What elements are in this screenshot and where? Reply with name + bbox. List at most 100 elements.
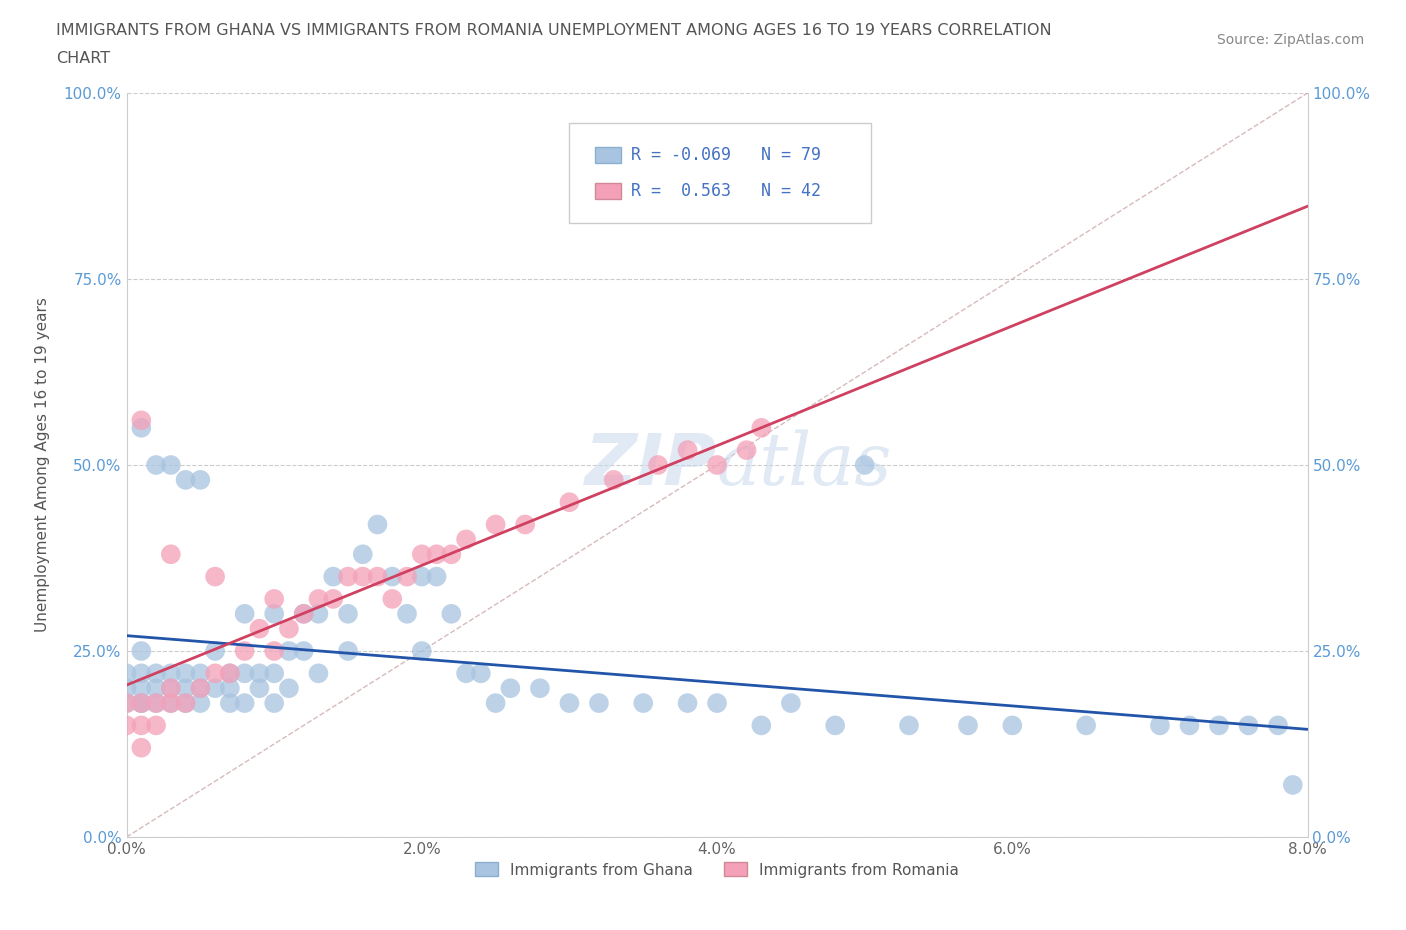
Point — [129, 696, 153, 711]
Point — [633, 696, 655, 711]
Point — [263, 666, 285, 681]
Point — [145, 666, 167, 681]
Point — [204, 569, 226, 584]
Point — [145, 458, 167, 472]
Point — [249, 666, 271, 681]
Point — [204, 666, 226, 681]
Point — [484, 517, 508, 532]
Point — [337, 644, 360, 658]
Point — [174, 472, 197, 487]
Point — [1237, 718, 1260, 733]
Point — [1076, 718, 1098, 733]
Point — [160, 696, 183, 711]
Point — [1149, 718, 1171, 733]
Point — [367, 517, 389, 532]
Point — [515, 517, 537, 532]
FancyBboxPatch shape — [595, 183, 621, 199]
Point — [174, 696, 197, 711]
Point — [676, 443, 699, 458]
Y-axis label: Unemployment Among Ages 16 to 19 years: Unemployment Among Ages 16 to 19 years — [35, 298, 49, 632]
Point — [322, 591, 344, 606]
Point — [160, 666, 183, 681]
Point — [160, 696, 183, 711]
Point — [307, 666, 329, 681]
Point — [558, 495, 581, 510]
Point — [129, 644, 153, 658]
Point — [676, 696, 699, 711]
Point — [322, 569, 344, 584]
Point — [115, 718, 138, 733]
Point — [129, 420, 153, 435]
Point — [129, 696, 153, 711]
Point — [470, 666, 492, 681]
Point — [188, 472, 212, 487]
Point — [381, 591, 404, 606]
Point — [396, 569, 419, 584]
Point — [160, 681, 183, 696]
Text: atlas: atlas — [717, 430, 893, 500]
Text: Source: ZipAtlas.com: Source: ZipAtlas.com — [1216, 33, 1364, 46]
Point — [233, 606, 256, 621]
Point — [278, 681, 301, 696]
Point — [411, 644, 433, 658]
Point — [1001, 718, 1024, 733]
Point — [160, 458, 183, 472]
Point — [263, 696, 285, 711]
Point — [219, 666, 242, 681]
Point — [292, 606, 315, 621]
Point — [426, 547, 449, 562]
Point — [129, 718, 153, 733]
FancyBboxPatch shape — [569, 123, 870, 223]
Point — [529, 681, 551, 696]
Point — [233, 644, 256, 658]
Point — [367, 569, 389, 584]
Point — [1282, 777, 1305, 792]
Point — [440, 606, 463, 621]
Point — [219, 681, 242, 696]
Point — [647, 458, 669, 472]
Point — [219, 696, 242, 711]
Point — [898, 718, 921, 733]
Point — [145, 718, 167, 733]
Text: IMMIGRANTS FROM GHANA VS IMMIGRANTS FROM ROMANIA UNEMPLOYMENT AMONG AGES 16 TO 1: IMMIGRANTS FROM GHANA VS IMMIGRANTS FROM… — [56, 23, 1052, 38]
Point — [292, 644, 315, 658]
Point — [129, 413, 153, 428]
Point — [411, 547, 433, 562]
Point — [1267, 718, 1289, 733]
Point — [129, 696, 153, 711]
Point — [188, 681, 212, 696]
Point — [263, 644, 285, 658]
Point — [456, 666, 478, 681]
Legend: Immigrants from Ghana, Immigrants from Romania: Immigrants from Ghana, Immigrants from R… — [468, 855, 966, 885]
Point — [115, 696, 138, 711]
Point — [706, 458, 728, 472]
Point — [115, 696, 138, 711]
Point — [160, 547, 183, 562]
Text: CHART: CHART — [56, 51, 110, 66]
Point — [292, 606, 315, 621]
Point — [1178, 718, 1201, 733]
Point — [145, 696, 167, 711]
FancyBboxPatch shape — [595, 147, 621, 163]
Point — [411, 569, 433, 584]
Point — [145, 696, 167, 711]
Point — [160, 681, 183, 696]
Point — [396, 606, 419, 621]
Point — [751, 420, 773, 435]
Point — [115, 681, 138, 696]
Point — [233, 666, 256, 681]
Point — [824, 718, 846, 733]
Point — [129, 681, 153, 696]
Point — [188, 666, 212, 681]
Point — [188, 681, 212, 696]
Point — [352, 569, 374, 584]
Point — [219, 666, 242, 681]
Point — [957, 718, 980, 733]
Point — [129, 666, 153, 681]
Point — [307, 591, 329, 606]
Point — [735, 443, 758, 458]
Text: ZIP: ZIP — [585, 431, 717, 499]
Point — [263, 591, 285, 606]
Point — [174, 666, 197, 681]
Point — [337, 569, 360, 584]
